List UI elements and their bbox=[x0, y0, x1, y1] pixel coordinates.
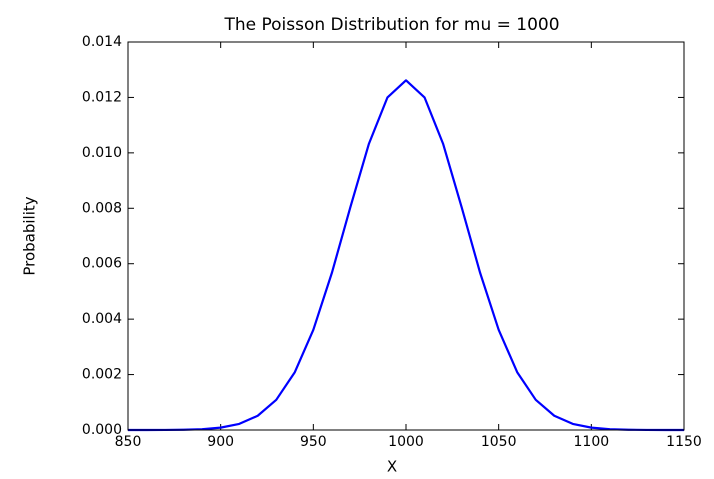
x-tick-label: 1150 bbox=[666, 434, 702, 450]
x-tick-label: 1050 bbox=[481, 434, 517, 450]
y-tick-label: 0.004 bbox=[82, 311, 122, 327]
data-line bbox=[127, 79, 685, 432]
y-tick-label: 0.002 bbox=[82, 367, 122, 383]
y-tick-label: 0.000 bbox=[82, 422, 122, 438]
plot-frame bbox=[127, 41, 685, 431]
x-tick-label: 950 bbox=[300, 434, 327, 450]
y-tick-label: 0.010 bbox=[82, 145, 122, 161]
chart-title: The Poisson Distribution for mu = 1000 bbox=[223, 15, 559, 35]
y-tick-label: 0.012 bbox=[82, 89, 122, 105]
y-axis-label: Probability bbox=[21, 196, 39, 275]
x-tick-label: 900 bbox=[207, 434, 234, 450]
y-tick-label: 0.014 bbox=[82, 34, 122, 50]
x-tick-label: 850 bbox=[115, 434, 142, 450]
y-tick-label: 0.006 bbox=[82, 256, 122, 272]
y-tick-label: 0.008 bbox=[82, 200, 122, 216]
x-axis-label: X bbox=[387, 458, 397, 476]
x-tick-label: 1000 bbox=[388, 434, 424, 450]
x-tick-label: 1100 bbox=[574, 434, 610, 450]
